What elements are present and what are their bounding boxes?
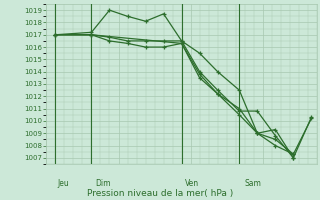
Text: Sam: Sam	[245, 179, 261, 188]
Text: Ven: Ven	[185, 179, 199, 188]
Text: Jeu: Jeu	[57, 179, 69, 188]
Text: Pression niveau de la mer( hPa ): Pression niveau de la mer( hPa )	[87, 189, 233, 198]
Text: Dim: Dim	[95, 179, 111, 188]
